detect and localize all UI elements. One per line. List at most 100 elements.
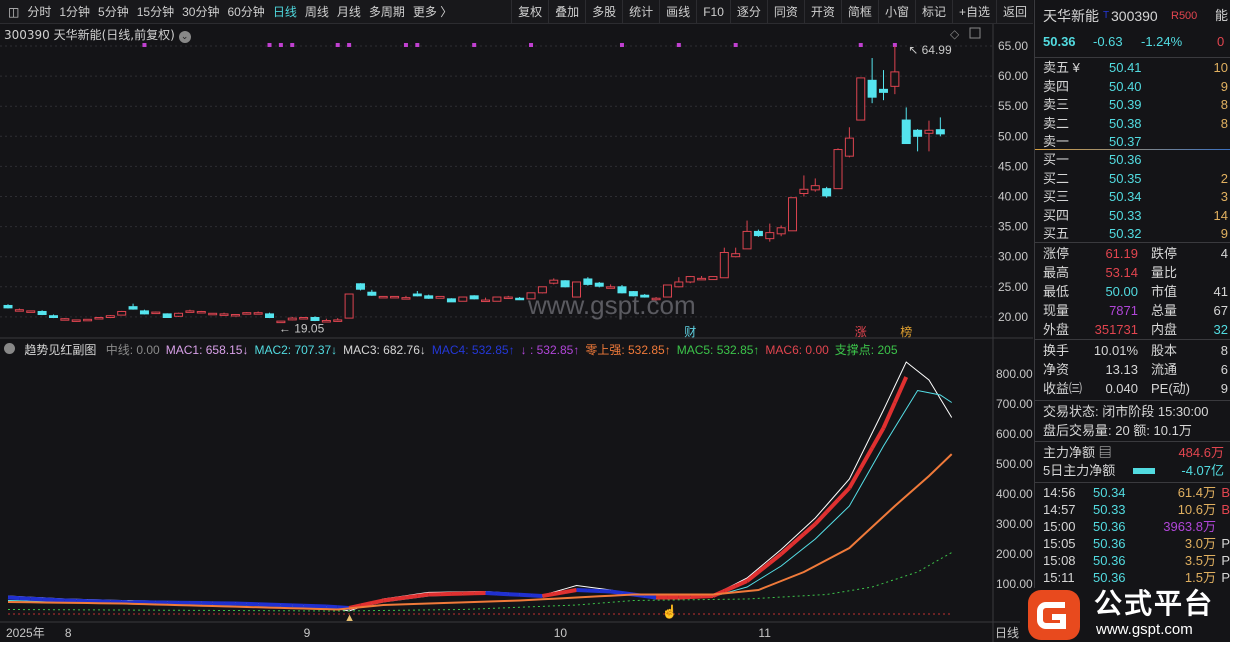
indicator-toggle-icon[interactable]	[4, 343, 15, 354]
tick-row-cell-1: 50.36	[1093, 519, 1126, 534]
period-tab-4[interactable]: 30分钟	[182, 5, 220, 19]
mac-main-segment	[599, 589, 611, 594]
quote-panel: 天华新能 T 300390 R500 能 50.36 -0.63 -1.24% 0 卖五 ¥ 50.…	[1034, 0, 1230, 642]
gspt-logo: 公式平台 www.gspt.com	[1020, 588, 1230, 642]
signal-dot	[403, 43, 408, 47]
candle-body	[3, 304, 13, 309]
period-tab-1[interactable]: 1分钟	[59, 5, 91, 19]
indicator-name[interactable]: 趋势见红副图	[24, 343, 97, 357]
stat-row-cell-1: 53.14	[1105, 265, 1138, 280]
price-row-cell-2: -1.24%	[1141, 34, 1183, 49]
panel-toggle-icon[interactable]	[969, 27, 981, 39]
toolbar-button-5[interactable]: F10	[696, 0, 730, 24]
tick-row-cell-3: P	[1221, 570, 1230, 585]
candle-body	[469, 295, 479, 300]
diamond-icon[interactable]: ◇	[950, 27, 960, 41]
price-row-cell-0: 50.36	[1043, 34, 1076, 49]
chart-area[interactable]: 65.00 60.00 55.00 50.00 45.00 40.00 35.00 30.00…	[0, 24, 1033, 642]
toolbar-button-3[interactable]: 统计	[622, 0, 659, 24]
event-marker[interactable]: 财	[684, 325, 696, 339]
toolbar-button-0[interactable]: 复权	[511, 0, 548, 24]
stat-row-cell-1: 7871	[1109, 303, 1138, 318]
toolbar-button-4[interactable]: 画线	[659, 0, 696, 24]
mac-main-segment	[825, 498, 840, 514]
toolbar-button-7[interactable]: 同资	[766, 0, 804, 24]
candle-body	[503, 296, 513, 300]
tick-row: 14:57 50.33 10.6万 B	[1043, 501, 1230, 519]
signal-dot	[733, 43, 738, 47]
candle-body	[822, 188, 832, 197]
candle-body	[151, 311, 161, 315]
candle-body	[606, 286, 616, 289]
mac-main-segment	[417, 592, 429, 598]
toolbar-button-8[interactable]: 开资	[803, 0, 841, 24]
bid-row-cell-2: 14	[1213, 207, 1228, 223]
dropdown-icon[interactable]: ⌄	[178, 31, 191, 43]
period-tab-10[interactable]: 更多 〉	[412, 5, 453, 19]
mac-main-segment	[734, 579, 748, 588]
candle-body	[492, 296, 502, 302]
tick-row-cell-1: 50.33	[1093, 502, 1126, 517]
main-net-row: 主力净额 ▤ 484.6万	[1043, 444, 1230, 462]
price-row-cell-1: -0.63	[1093, 34, 1123, 49]
period-label[interactable]: 日线	[995, 626, 1019, 640]
candle-body	[71, 319, 81, 322]
period-tab-9[interactable]: 多周期	[368, 5, 405, 19]
toolbar-button-12[interactable]: +自选	[951, 0, 996, 24]
tick-row-cell-3: B	[1221, 485, 1230, 500]
mac-main-segment	[7, 595, 20, 601]
tick-row-cell-0: 15:05	[1043, 536, 1076, 551]
tick-row-cell-0: 15:00	[1043, 519, 1076, 534]
five-day-net-row: 5日主力净额 -4.07亿	[1043, 462, 1230, 480]
bid-row: 买四 50.33 14	[1043, 207, 1230, 225]
indicator-tick-label: 500.00	[996, 457, 1033, 471]
buy-signal-icon: ▲	[344, 612, 355, 624]
mac-main-segment	[644, 594, 657, 600]
toolbar-button-10[interactable]: 小窗	[877, 0, 915, 24]
stat-row-cell-3: 4	[1220, 246, 1228, 261]
period-tab-3[interactable]: 15分钟	[136, 5, 175, 19]
chart-title-text: 300390 天华新能(日线,前复权)	[4, 28, 175, 42]
stat-row-cell-3: 32	[1213, 322, 1228, 337]
period-tab-6[interactable]: 日线	[272, 5, 297, 19]
toolbar-button-2[interactable]: 多股	[585, 0, 622, 24]
toolbar-button-11[interactable]: 标记	[914, 0, 952, 24]
toolbar-button-9[interactable]: 简框	[840, 0, 878, 24]
price-tick-label: 45.00	[998, 159, 1028, 173]
stat-row-cell-0: 现量	[1043, 303, 1070, 318]
mac-main-segment	[382, 597, 395, 603]
period-tab-5[interactable]: 60分钟	[227, 5, 265, 19]
trade-status: 交易状态: 闭市阶段 15:30:00	[1043, 403, 1230, 421]
high-label: ↖ 64.99	[908, 43, 952, 57]
stat-row-cell-1: 10.01%	[1093, 343, 1138, 358]
stat-row-cell-2: 市值	[1151, 284, 1178, 299]
indicator-header: 趋势见红副图 中线: 0.00 MAC1: 658.15↓ MAC2: 707.37…	[4, 341, 984, 358]
mac-main-segment	[326, 604, 338, 610]
period-tab-2[interactable]: 5分钟	[98, 5, 129, 19]
event-marker[interactable]: 榜	[900, 324, 912, 339]
stat-row-cell-2: 股本	[1151, 343, 1178, 358]
sidebar-toggle-icon[interactable]: ◫	[8, 4, 20, 19]
period-tab-8[interactable]: 月线	[336, 5, 361, 19]
candle-body	[333, 319, 343, 322]
stock-header-cell-3: R500	[1171, 10, 1198, 22]
period-tab-7[interactable]: 周线	[304, 5, 329, 19]
bid-ask-divider	[1035, 149, 1230, 150]
stat-row-cell-0: 换手	[1043, 343, 1070, 358]
mac-main-segment	[564, 588, 577, 594]
bid-row-cell-0: 买三	[1043, 189, 1070, 204]
ask-row-cell-0: 卖四	[1043, 78, 1070, 94]
event-marker[interactable]: 涨	[855, 324, 867, 339]
toolbar-button-1[interactable]: 叠加	[548, 0, 585, 24]
signal-dot	[472, 43, 477, 47]
ask-row: 卖一 50.37	[1043, 133, 1230, 151]
toolbar-button-13[interactable]: 返回	[995, 0, 1033, 24]
bid-row: 买三 50.34 3	[1043, 188, 1230, 206]
period-tab-0[interactable]: 分时	[27, 5, 52, 19]
candle-body	[776, 227, 786, 235]
toolbar-button-6[interactable]: 逐分	[729, 0, 767, 24]
candle-body	[435, 295, 445, 299]
candle-body	[526, 292, 536, 300]
indicator-value-4: MAC4: 532.85↑	[431, 343, 515, 357]
